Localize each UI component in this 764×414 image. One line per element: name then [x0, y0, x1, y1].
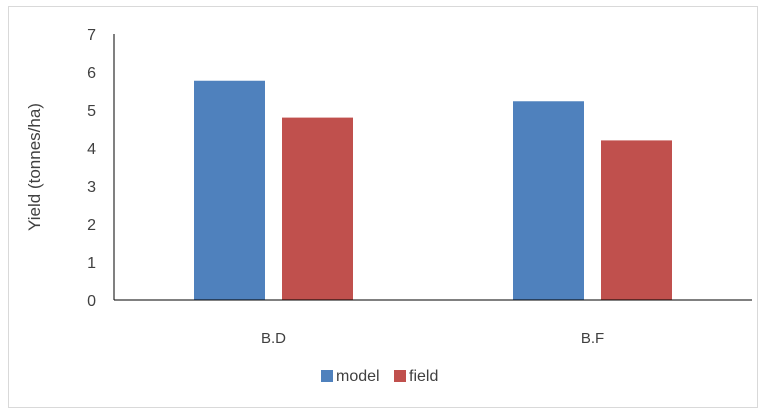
x-category-label: B.D [261, 330, 286, 347]
bars [194, 80, 672, 301]
category-labels: B.D B.F [261, 330, 604, 347]
y-tick-label: 3 [87, 179, 96, 196]
legend-swatch-field [394, 370, 406, 382]
bar-model-bd [194, 80, 265, 301]
y-tick-label: 0 [87, 293, 96, 310]
y-tick-label: 7 [87, 27, 96, 44]
bar-field-bf [601, 140, 672, 300]
x-category-label: B.F [581, 330, 604, 347]
y-tick-label: 2 [87, 217, 96, 234]
y-tick-labels: 0 1 2 3 4 5 6 7 [87, 27, 96, 310]
legend-swatch-model [321, 370, 333, 382]
y-axis-title: Yield (tonnes/ha) [25, 103, 44, 231]
y-tick-label: 4 [87, 141, 96, 158]
legend-label-model: model [336, 368, 380, 385]
y-tick-label: 1 [87, 255, 96, 272]
y-tick-label: 6 [87, 65, 96, 82]
y-tick-label: 5 [87, 103, 96, 120]
bar-model-bf [513, 101, 584, 300]
y-axis-title-group: Yield (tonnes/ha) [25, 103, 44, 231]
bar-field-bd [282, 117, 353, 300]
legend-label-field: field [409, 368, 438, 385]
legend: model field [321, 368, 438, 385]
